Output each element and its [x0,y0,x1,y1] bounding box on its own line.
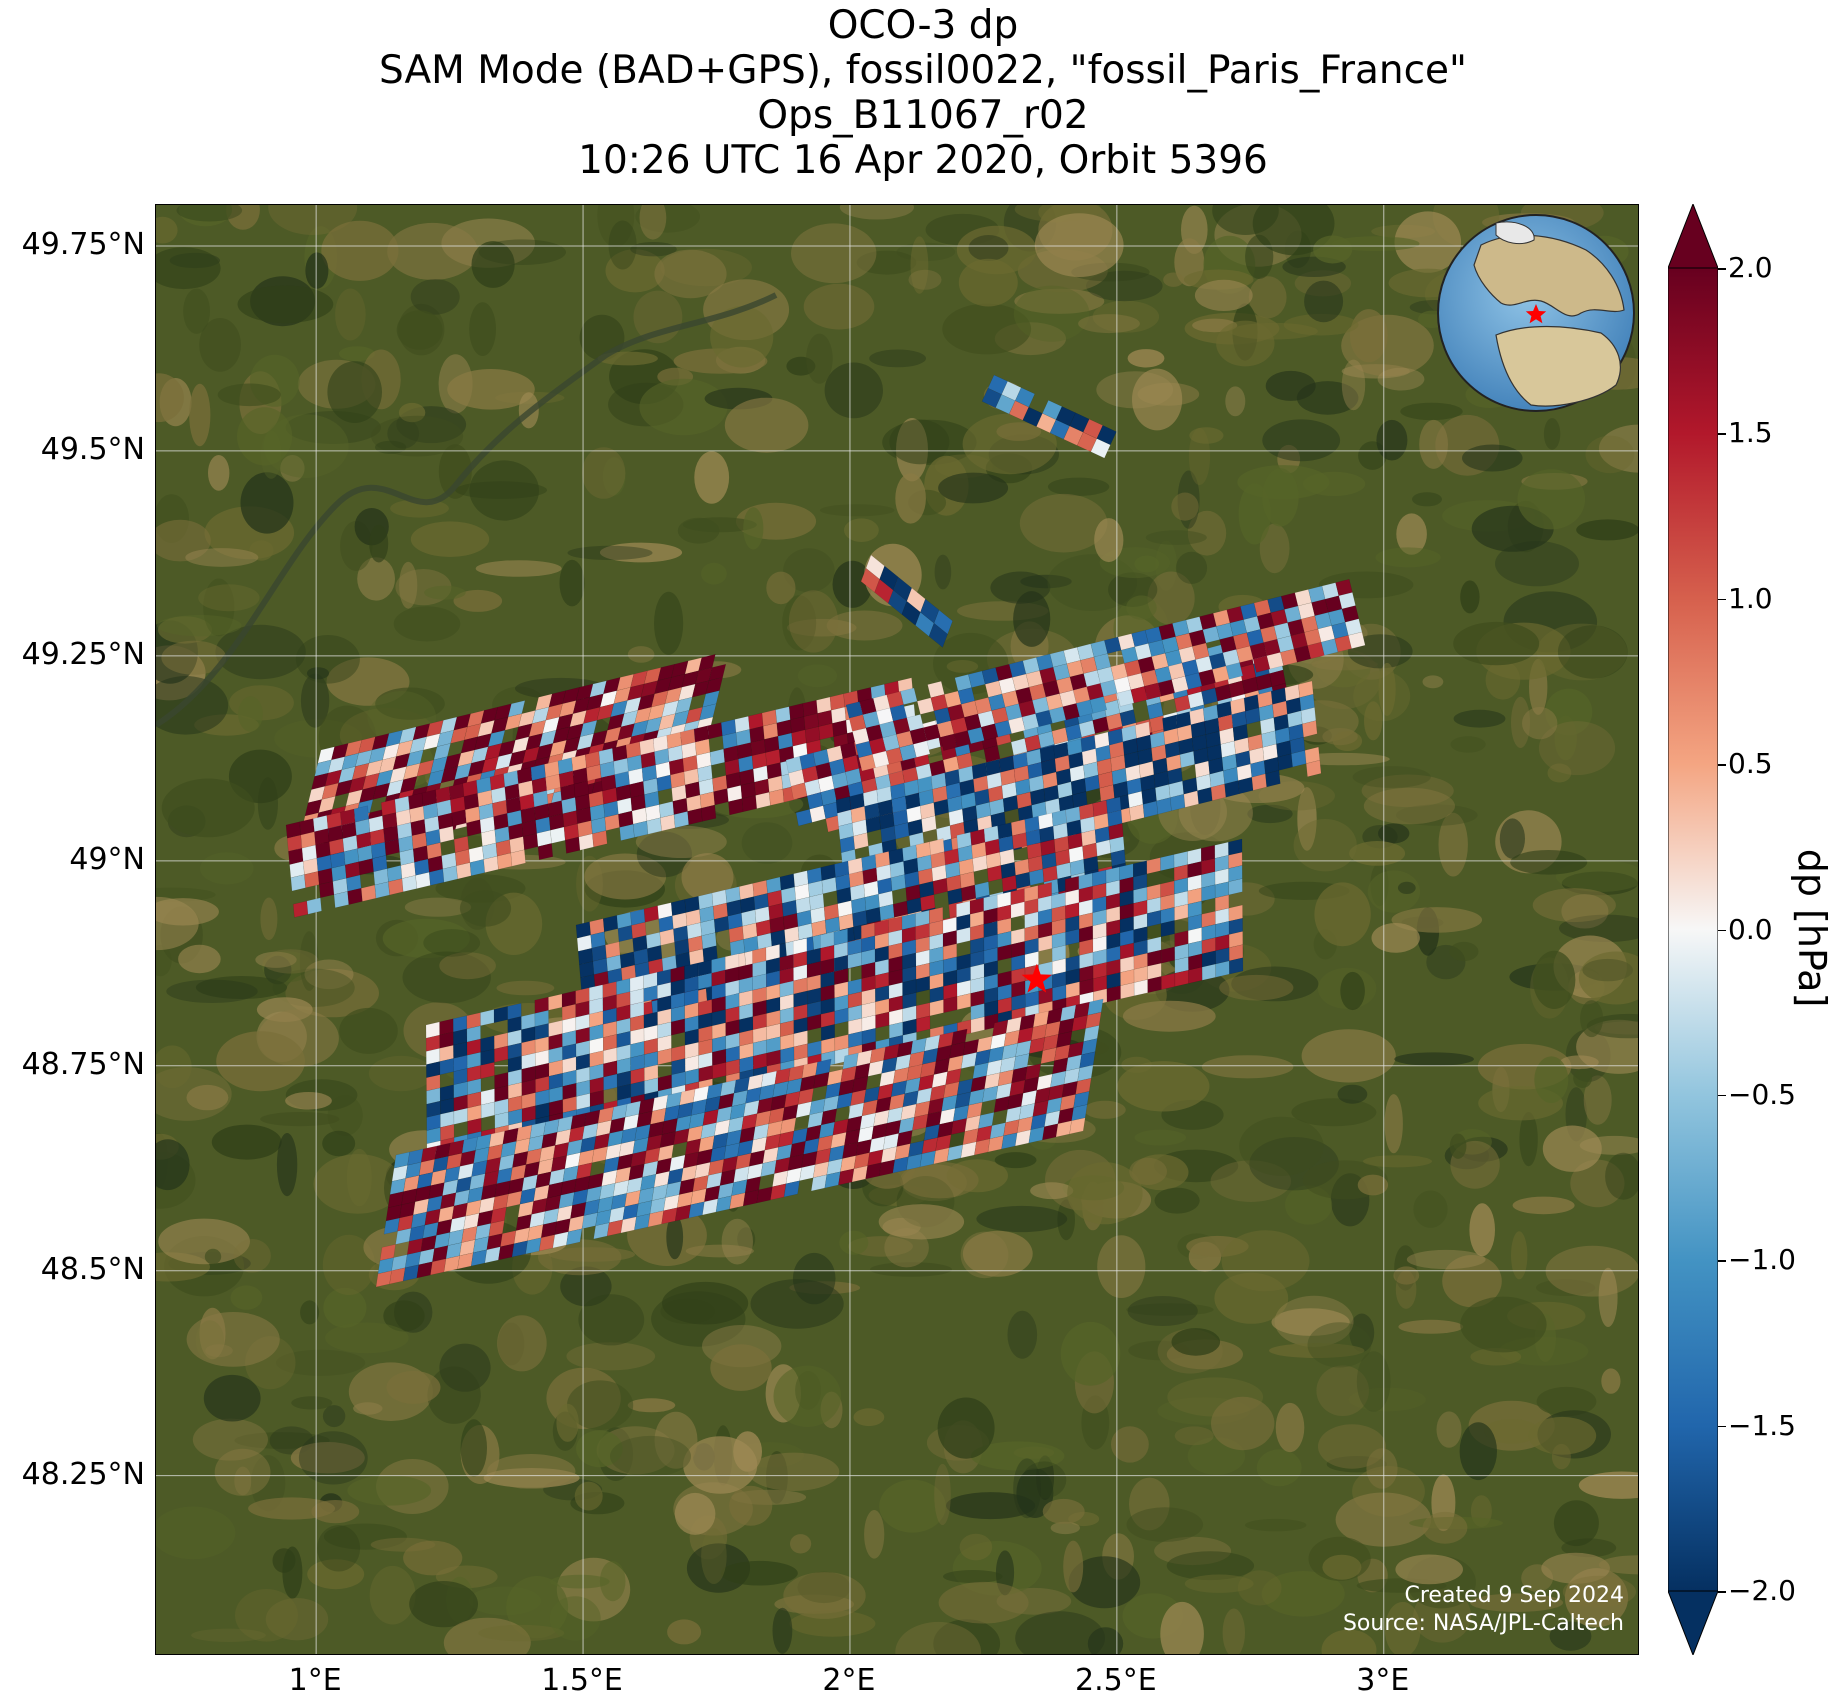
lat-tick-label: 49.5°N [40,431,145,467]
lat-tick-label: 48.5°N [40,1251,145,1287]
colorbar-extend-min [1668,1590,1718,1655]
colorbar-tick-label: −2.0 [1728,1574,1796,1607]
plot-subtitle-version: Ops_B11067_r02 [757,93,1089,138]
swath-4 [845,578,1366,772]
colorbar-tick-label: −1.5 [1728,1408,1796,1442]
river-seine [156,292,778,728]
created-credit: Created 9 Sep 2024 [1404,1583,1625,1608]
colorbar-tick-mark [1718,1591,1726,1593]
swath-small-1 [860,554,953,648]
lon-tick-label: 3°E [1356,1663,1410,1698]
lat-tick-label: 49°N [69,841,145,877]
colorbar-tick-label: −1.0 [1728,1243,1796,1277]
colorbar-tick-label: 1.5 [1728,416,1773,450]
colorbar-tick-mark [1718,598,1726,601]
colorbar-tick-mark [1718,764,1726,766]
swath-7 [425,838,1244,1158]
map-canvas [156,205,1638,1654]
lon-tick-label: 1°E [288,1663,342,1698]
star-icon [1021,963,1052,993]
lon-tick-label: 1.5°E [541,1663,623,1698]
colorbar [1668,204,1718,1655]
swath-small-2 [981,374,1117,459]
colorbar-tick-label: −0.5 [1728,1077,1796,1111]
colorbar-tick-label: 0.5 [1728,747,1773,781]
colorbar-tick-mark [1718,1425,1726,1428]
lat-tick-label: 48.25°N [21,1456,145,1492]
terrain-texture [156,205,1638,1654]
colorbar-tick-mark [1718,1094,1726,1097]
lon-tick-label: 2.5°E [1075,1663,1157,1698]
colorbar-tick-label: 0.0 [1728,912,1773,946]
globe-greenland-landmass [1495,221,1535,245]
map-panel: Created 9 Sep 2024 Source: NASA/JPL-Calt… [155,204,1639,1655]
plot-title: OCO-3 dp [827,3,1019,48]
lat-tick-label: 49.75°N [21,226,145,262]
source-credit: Source: NASA/JPL-Caltech [1342,1611,1624,1636]
swath-8 [375,998,1104,1288]
globe-europe-landmass [1473,234,1625,317]
dp-soundings [285,374,1366,1288]
colorbar-tick-mark [1718,1260,1726,1262]
colorbar-tick-mark [1718,929,1726,931]
lon-tick-label: 2°E [822,1663,876,1698]
colorbar-gradient [1668,267,1718,1592]
colorbar-label: dp [hPa] [1790,848,1834,1008]
plot-subtitle-mode: SAM Mode (BAD+GPS), fossil0022, "fossil_… [379,48,1467,93]
colorbar-tick-mark [1718,433,1726,435]
colorbar-tick-label: 1.0 [1728,581,1773,615]
globe-africa-landmass [1495,325,1621,407]
lat-tick-label: 49.25°N [21,636,145,672]
star-icon [1525,304,1547,324]
colorbar-tick-mark [1718,268,1726,270]
colorbar-tick-label: 2.0 [1728,251,1773,284]
lat-tick-label: 48.75°N [21,1046,145,1082]
swath-5 [835,680,1322,893]
colorbar-extend-max [1668,204,1718,269]
globe-inset [1437,214,1635,412]
plot-subtitle-time: 10:26 UTC 16 Apr 2020, Orbit 5396 [578,138,1268,183]
